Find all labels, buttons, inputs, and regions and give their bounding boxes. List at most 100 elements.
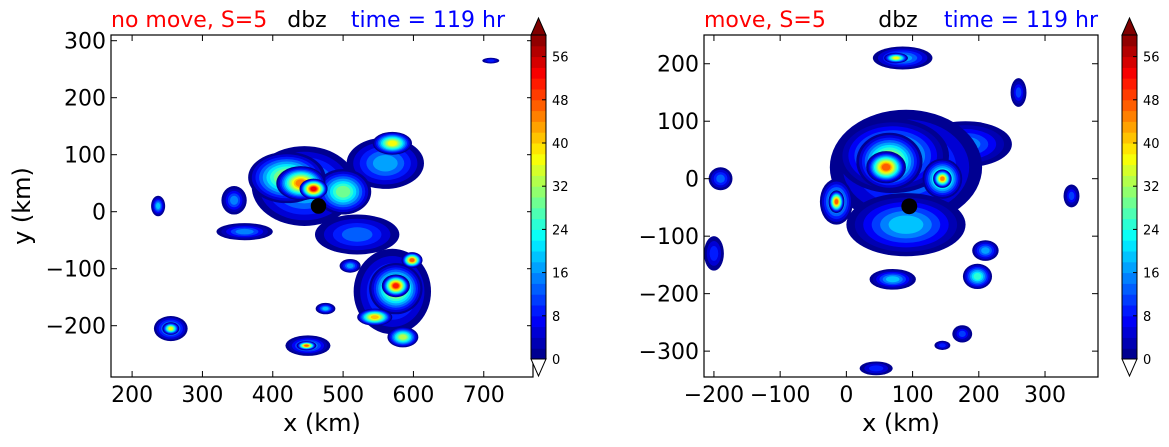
colorbar-level: [531, 175, 546, 187]
x-tick-label: 300: [1024, 383, 1066, 408]
x-tick-label: 100: [892, 383, 934, 408]
title-variable: dbz: [878, 8, 917, 33]
reflectivity-contour: [392, 283, 399, 289]
y-tick-label: 100: [657, 110, 699, 135]
reflectivity-contour: [709, 245, 719, 261]
y-tick-label: −100: [639, 225, 699, 250]
y-tick-label: 0: [685, 168, 699, 193]
reflectivity-contour: [322, 306, 329, 311]
colorbar-level: [531, 56, 546, 68]
colorbar-level: [1122, 99, 1137, 112]
reflectivity-contour: [387, 140, 397, 146]
colorbar-tick-label: 0: [552, 353, 560, 368]
reflectivity-contour: [346, 263, 354, 269]
title-time: time = 119 hr: [351, 8, 506, 33]
colorbar-tick-label: 16: [1143, 267, 1160, 282]
colorbar-level: [531, 89, 546, 101]
colorbar-level: [1122, 164, 1137, 176]
colorbar-level: [1122, 337, 1137, 349]
colorbar-level: [1122, 348, 1137, 360]
colorbar-level: [531, 121, 546, 133]
colorbar-tick-label: 56: [552, 51, 569, 66]
reflectivity-field: [151, 57, 500, 356]
colorbar-level: [1122, 207, 1137, 220]
reflectivity-contour: [938, 343, 946, 348]
reflectivity-contour: [335, 185, 351, 198]
reflectivity-contour: [1068, 191, 1075, 201]
colorbar-level: [531, 45, 546, 58]
reflectivity-contour: [888, 215, 924, 234]
colorbar-tick-label: 0: [1143, 353, 1151, 368]
title-time: time = 119 hr: [944, 8, 1099, 33]
colorbar-level: [1122, 89, 1137, 101]
reflectivity-contour: [716, 174, 725, 183]
colorbar-level: [531, 110, 546, 122]
colorbar-tick-label: 40: [552, 137, 569, 152]
colorbar-tick-label: 32: [1143, 180, 1160, 195]
x-axis-label: x (km): [283, 409, 361, 437]
colorbar-level: [531, 35, 546, 47]
reflectivity-contour: [881, 163, 891, 171]
x-tick-label: 400: [252, 383, 294, 408]
reflectivity-contour: [981, 247, 990, 254]
colorbar-level: [531, 207, 546, 220]
colorbar-tick-label: 8: [552, 310, 560, 325]
colorbar-level: [1122, 175, 1137, 187]
colorbar-level: [531, 283, 546, 295]
reflectivity-contour: [893, 56, 899, 60]
colorbar-level: [531, 67, 546, 79]
reflectivity-contour: [834, 199, 839, 205]
colorbar-frame: [530, 34, 547, 360]
x-tick-label: 200: [958, 383, 1000, 408]
colorbar-level: [1122, 315, 1137, 328]
colorbar-level: [531, 326, 546, 338]
colorbar-tick-label: 24: [552, 223, 569, 238]
y-tick-label: 300: [64, 30, 106, 55]
reflectivity-contour: [168, 327, 173, 331]
plot-frame: [703, 34, 1099, 378]
colorbar-level: [531, 294, 546, 306]
x-tick-label: 200: [111, 383, 153, 408]
colorbar-level: [1122, 153, 1137, 166]
colorbar-level: [1122, 294, 1137, 306]
y-tick-label: 200: [657, 53, 699, 78]
x-tick-label: 0: [839, 383, 853, 408]
reflectivity-contour: [973, 272, 982, 280]
colorbar-level: [531, 218, 546, 230]
colorbar-tick-label: 24: [1143, 223, 1160, 238]
colorbar-level: [1122, 240, 1137, 252]
reflectivity-contour: [409, 258, 415, 262]
colorbar-frame: [1121, 34, 1138, 360]
y-tick-label: 100: [64, 144, 106, 169]
colorbar-level: [1122, 110, 1137, 122]
colorbar-level: [531, 143, 546, 155]
plot-no-move: 200 300 400 500 600 700 −200 −100 0 100 200 300 no …: [8, 8, 534, 437]
reflectivity-contour: [310, 186, 317, 192]
colorbar-level: [531, 261, 546, 274]
colorbar-level: [1122, 261, 1137, 274]
colorbar-level: [1122, 143, 1137, 155]
storm-eye-marker: [310, 198, 327, 214]
reflectivity-contour: [958, 330, 966, 338]
reflectivity-contour: [230, 195, 239, 205]
colorbar-tick-label: 32: [552, 180, 569, 195]
reflectivity-contour: [885, 276, 900, 283]
reflectivity-contour: [235, 228, 254, 235]
y-tick-label: −300: [639, 340, 699, 365]
storm-eye-marker: [901, 198, 918, 215]
y-tick-label: −200: [46, 315, 106, 340]
title-case: no move, S=5: [111, 8, 267, 33]
colorbar-level: [1122, 186, 1137, 198]
colorbar-level: [1122, 251, 1137, 263]
x-tick-label: 600: [392, 383, 434, 408]
colorbar-tick-label: 8: [1143, 310, 1151, 325]
x-axis-label: x (km): [862, 409, 940, 437]
colorbar-level: [531, 186, 546, 198]
reflectivity-contour: [341, 227, 373, 242]
reflectivity-field: [704, 46, 1080, 376]
colorbar-level: [1122, 283, 1137, 295]
colorbar-extend-min: [1121, 358, 1138, 378]
colorbar-move: 0 8 16 24 32 40 48 56: [1121, 16, 1160, 378]
